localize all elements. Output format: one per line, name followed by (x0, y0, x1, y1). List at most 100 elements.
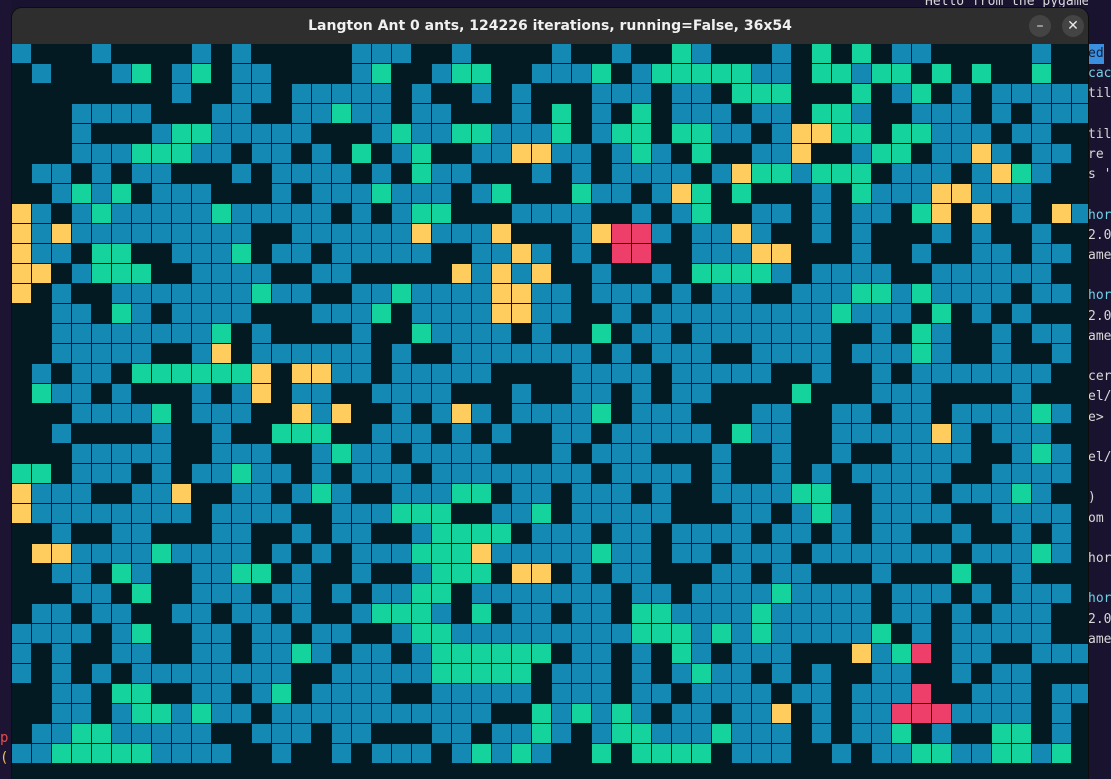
blue-cell (72, 124, 91, 143)
blue-cell (992, 184, 1011, 203)
blue-cell (752, 484, 771, 503)
blue-cell (752, 364, 771, 383)
blue-cell (732, 664, 751, 683)
teal-cell (92, 744, 111, 763)
blue-cell (752, 644, 771, 663)
blue-cell (1032, 244, 1051, 263)
blue-cell (172, 744, 191, 763)
blue-cell (412, 384, 431, 403)
blue-cell (332, 264, 351, 283)
yellow-cell (32, 544, 51, 563)
blue-cell (972, 164, 991, 183)
langton-grid[interactable] (12, 44, 1088, 779)
teal-cell (512, 644, 531, 663)
blue-cell (352, 204, 371, 223)
blue-cell (392, 364, 411, 383)
blue-cell (552, 724, 571, 743)
blue-cell (12, 624, 31, 643)
blue-cell (72, 624, 91, 643)
blue-cell (132, 344, 151, 363)
blue-cell (1032, 124, 1051, 143)
blue-cell (412, 564, 431, 583)
blue-cell (492, 424, 511, 443)
blue-cell (512, 124, 531, 143)
blue-cell (132, 664, 151, 683)
blue-cell (1012, 204, 1031, 223)
blue-cell (512, 204, 531, 223)
blue-cell (72, 204, 91, 223)
blue-cell (212, 704, 231, 723)
yellow-cell (952, 184, 971, 203)
blue-cell (1072, 644, 1088, 663)
blue-cell (632, 444, 651, 463)
blue-cell (352, 464, 371, 483)
terminal-line: om (1088, 510, 1104, 526)
blue-cell (712, 444, 731, 463)
teal-cell (592, 544, 611, 563)
teal-cell (472, 564, 491, 583)
blue-cell (472, 264, 491, 283)
blue-cell (572, 544, 591, 563)
blue-cell (352, 444, 371, 463)
blue-cell (432, 104, 451, 123)
blue-cell (312, 264, 331, 283)
blue-cell (912, 464, 931, 483)
blue-cell (1032, 164, 1051, 183)
blue-cell (932, 124, 951, 143)
blue-cell (432, 284, 451, 303)
terminal-line: e> (1088, 409, 1104, 425)
blue-cell (692, 244, 711, 263)
blue-cell (312, 544, 331, 563)
teal-cell (252, 284, 271, 303)
blue-cell (192, 544, 211, 563)
teal-cell (912, 204, 931, 223)
yellow-cell (812, 124, 831, 143)
blue-cell (812, 324, 831, 343)
blue-cell (412, 184, 431, 203)
blue-cell (532, 604, 551, 623)
blue-cell (492, 464, 511, 483)
blue-cell (812, 364, 831, 383)
blue-cell (972, 184, 991, 203)
blue-cell (272, 644, 291, 663)
teal-cell (692, 184, 711, 203)
teal-cell (672, 64, 691, 83)
terminal-line: ame (1088, 328, 1111, 344)
blue-cell (632, 704, 651, 723)
blue-cell (432, 64, 451, 83)
blue-cell (952, 744, 971, 763)
blue-cell (152, 724, 171, 743)
blue-cell (1012, 704, 1031, 723)
yellow-cell (492, 284, 511, 303)
blue-cell (192, 204, 211, 223)
blue-cell (1032, 484, 1051, 503)
blue-cell (952, 624, 971, 643)
titlebar[interactable]: Langton Ant 0 ants, 124226 iterations, r… (12, 8, 1088, 45)
blue-cell (852, 584, 871, 603)
blue-cell (352, 644, 371, 663)
teal-cell (772, 164, 791, 183)
blue-cell (492, 344, 511, 363)
teal-cell (892, 144, 911, 163)
blue-cell (72, 564, 91, 583)
blue-cell (932, 144, 951, 163)
minimize-button[interactable]: – (1029, 15, 1051, 37)
teal-cell (472, 744, 491, 763)
blue-cell (892, 404, 911, 423)
teal-cell (32, 464, 51, 483)
simulation-canvas[interactable] (12, 44, 1088, 779)
blue-cell (132, 504, 151, 523)
blue-cell (32, 364, 51, 383)
blue-cell (332, 164, 351, 183)
blue-cell (572, 664, 591, 683)
blue-cell (832, 624, 851, 643)
yellow-cell (512, 244, 531, 263)
blue-cell (252, 684, 271, 703)
teal-cell (452, 644, 471, 663)
blue-cell (832, 504, 851, 523)
blue-cell (192, 324, 211, 343)
close-button[interactable]: ✕ (1062, 15, 1084, 37)
blue-cell (132, 524, 151, 543)
teal-cell (72, 744, 91, 763)
blue-cell (972, 544, 991, 563)
